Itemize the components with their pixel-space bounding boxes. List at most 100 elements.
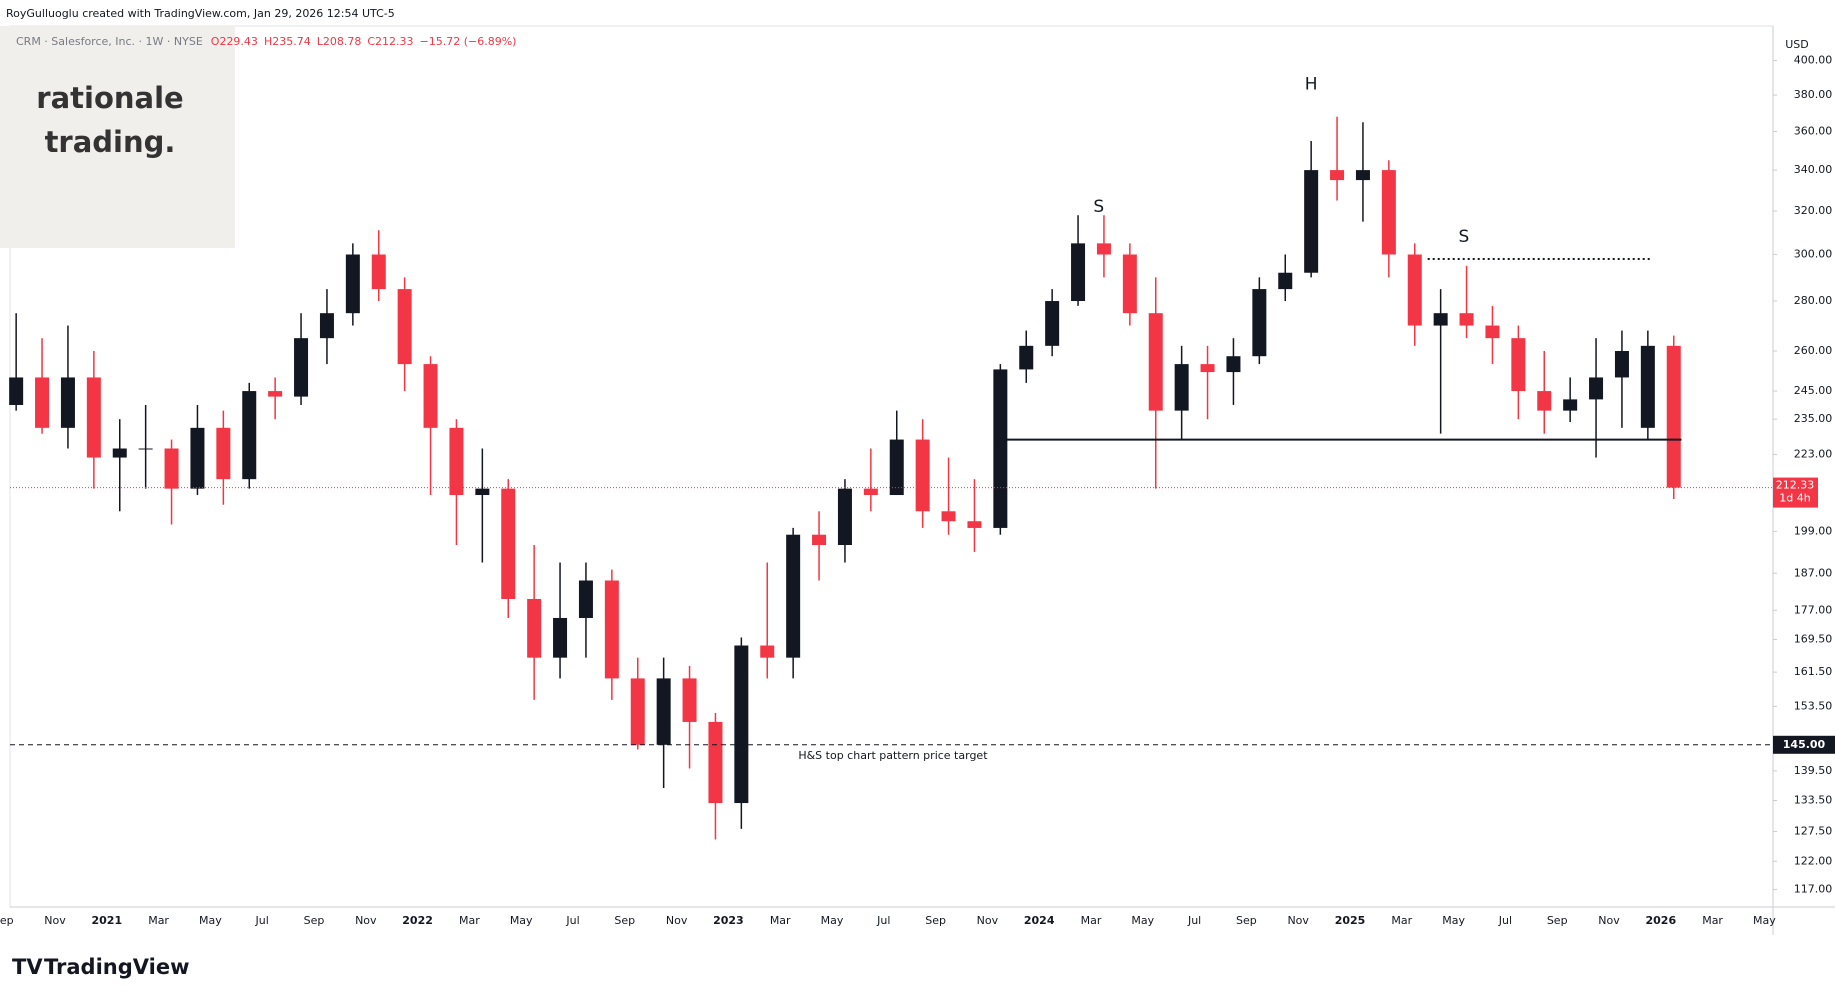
symbol: CRM · Salesforce, Inc. · 1W · NYSE [16, 35, 203, 48]
y-tick-label: 360.00 [1794, 125, 1833, 138]
candle-body [967, 521, 982, 528]
candle-body [164, 448, 179, 489]
x-tick-label: Nov [977, 914, 999, 927]
target-tag [1773, 735, 1835, 754]
x-tick-label: 2023 [713, 914, 744, 927]
x-tick-label: Jul [565, 914, 579, 927]
candle-body [837, 488, 852, 546]
x-tick-label: Jul [876, 914, 890, 927]
candle-body [1122, 254, 1137, 314]
candle-body [1511, 338, 1526, 392]
x-tick-label: 2025 [1335, 914, 1366, 927]
candle-body [345, 254, 360, 314]
x-tick-label: May [199, 914, 222, 927]
candle-body [294, 338, 309, 397]
candle-body [1666, 345, 1681, 488]
candle-body [138, 448, 153, 450]
candle-body [1174, 364, 1189, 411]
candle-body [423, 364, 438, 428]
candle-body [786, 534, 801, 658]
x-tick-label: May [1442, 914, 1465, 927]
x-tick-label: Jul [1498, 914, 1512, 927]
x-tick-label: May [821, 914, 844, 927]
candle-body [1459, 313, 1474, 326]
logo-mark: 𝗧𝗩 [12, 955, 43, 979]
y-tick-label: 122.00 [1794, 854, 1833, 867]
last-price-tag [1773, 477, 1818, 508]
x-tick-label: Sep [0, 914, 14, 927]
last-price-label: 212.33 [1776, 479, 1815, 492]
annotation: H [1305, 75, 1318, 95]
candle-body [812, 534, 827, 546]
candle-body [216, 427, 231, 480]
candle-body [863, 488, 878, 496]
candle-body [1148, 313, 1163, 411]
y-tick-label: 320.00 [1794, 204, 1833, 217]
x-tick-label: 2022 [402, 914, 433, 927]
x-tick-label: Nov [1598, 914, 1620, 927]
y-tick-label: 380.00 [1794, 88, 1833, 101]
candle-body [1537, 391, 1552, 411]
candle-body [190, 427, 205, 489]
y-tick-label: 117.00 [1794, 882, 1833, 895]
candle-body [1019, 345, 1034, 370]
candle-body [1330, 170, 1345, 181]
candle-body [1485, 325, 1500, 339]
candle-body [1200, 364, 1215, 373]
x-tick-label: Nov [44, 914, 66, 927]
x-tick-label: Sep [1236, 914, 1257, 927]
candle-body [941, 511, 956, 522]
candle-body [1355, 170, 1370, 181]
annotation: S [1459, 227, 1470, 247]
x-tick-label: Mar [1081, 914, 1102, 927]
candle-body [760, 645, 775, 658]
x-tick-label: May [510, 914, 533, 927]
x-tick-label: Jul [1187, 914, 1201, 927]
y-tick-label: 177.00 [1794, 603, 1833, 616]
y-tick-label: 133.50 [1794, 794, 1833, 807]
candle-body [1563, 399, 1578, 411]
candle-body [319, 313, 334, 339]
candle-body [35, 377, 50, 428]
y-tick-label: 340.00 [1794, 163, 1833, 176]
candle-body [1278, 272, 1293, 290]
candle-body [1640, 345, 1655, 428]
candle-body [1304, 170, 1319, 273]
y-tick-label: 139.50 [1794, 764, 1833, 777]
x-tick-label: 2021 [91, 914, 122, 927]
watermark-box [0, 26, 235, 248]
x-tick-label: Jul [255, 914, 269, 927]
candle-body [993, 369, 1008, 528]
candle-body [578, 580, 593, 618]
annotation: S [1093, 197, 1104, 217]
candle-body [889, 439, 904, 496]
candle-body [1381, 170, 1396, 255]
candle-body [268, 391, 283, 397]
y-tick-label: 153.50 [1794, 699, 1833, 712]
x-tick-label: Sep [1547, 914, 1568, 927]
candle-body [915, 439, 930, 512]
candle-body [1252, 289, 1267, 357]
candle-body [708, 721, 723, 804]
x-tick-label: 2026 [1645, 914, 1676, 927]
target-text: H&S top chart pattern price target [798, 749, 988, 762]
y-tick-label: 223.00 [1794, 448, 1833, 461]
x-tick-label: Mar [148, 914, 169, 927]
countdown: 1d 4h [1779, 492, 1810, 505]
candle-body [60, 377, 75, 428]
x-tick-label: Mar [1702, 914, 1723, 927]
currency: USD [1785, 38, 1809, 51]
ohlc-label: L208.78 [317, 35, 362, 48]
ohlc-label: −15.72 (−6.89%) [420, 35, 517, 48]
candle-body [1071, 243, 1086, 302]
candle-body [1226, 356, 1241, 373]
x-tick-label: Sep [614, 914, 635, 927]
y-tick-label: 127.50 [1794, 825, 1833, 838]
y-tick-label: 300.00 [1794, 248, 1833, 261]
x-tick-label: Mar [770, 914, 791, 927]
candle-body [112, 448, 127, 458]
candle-body [242, 391, 257, 480]
ohlc-label: H235.74 [264, 35, 311, 48]
candle-body [553, 617, 568, 658]
